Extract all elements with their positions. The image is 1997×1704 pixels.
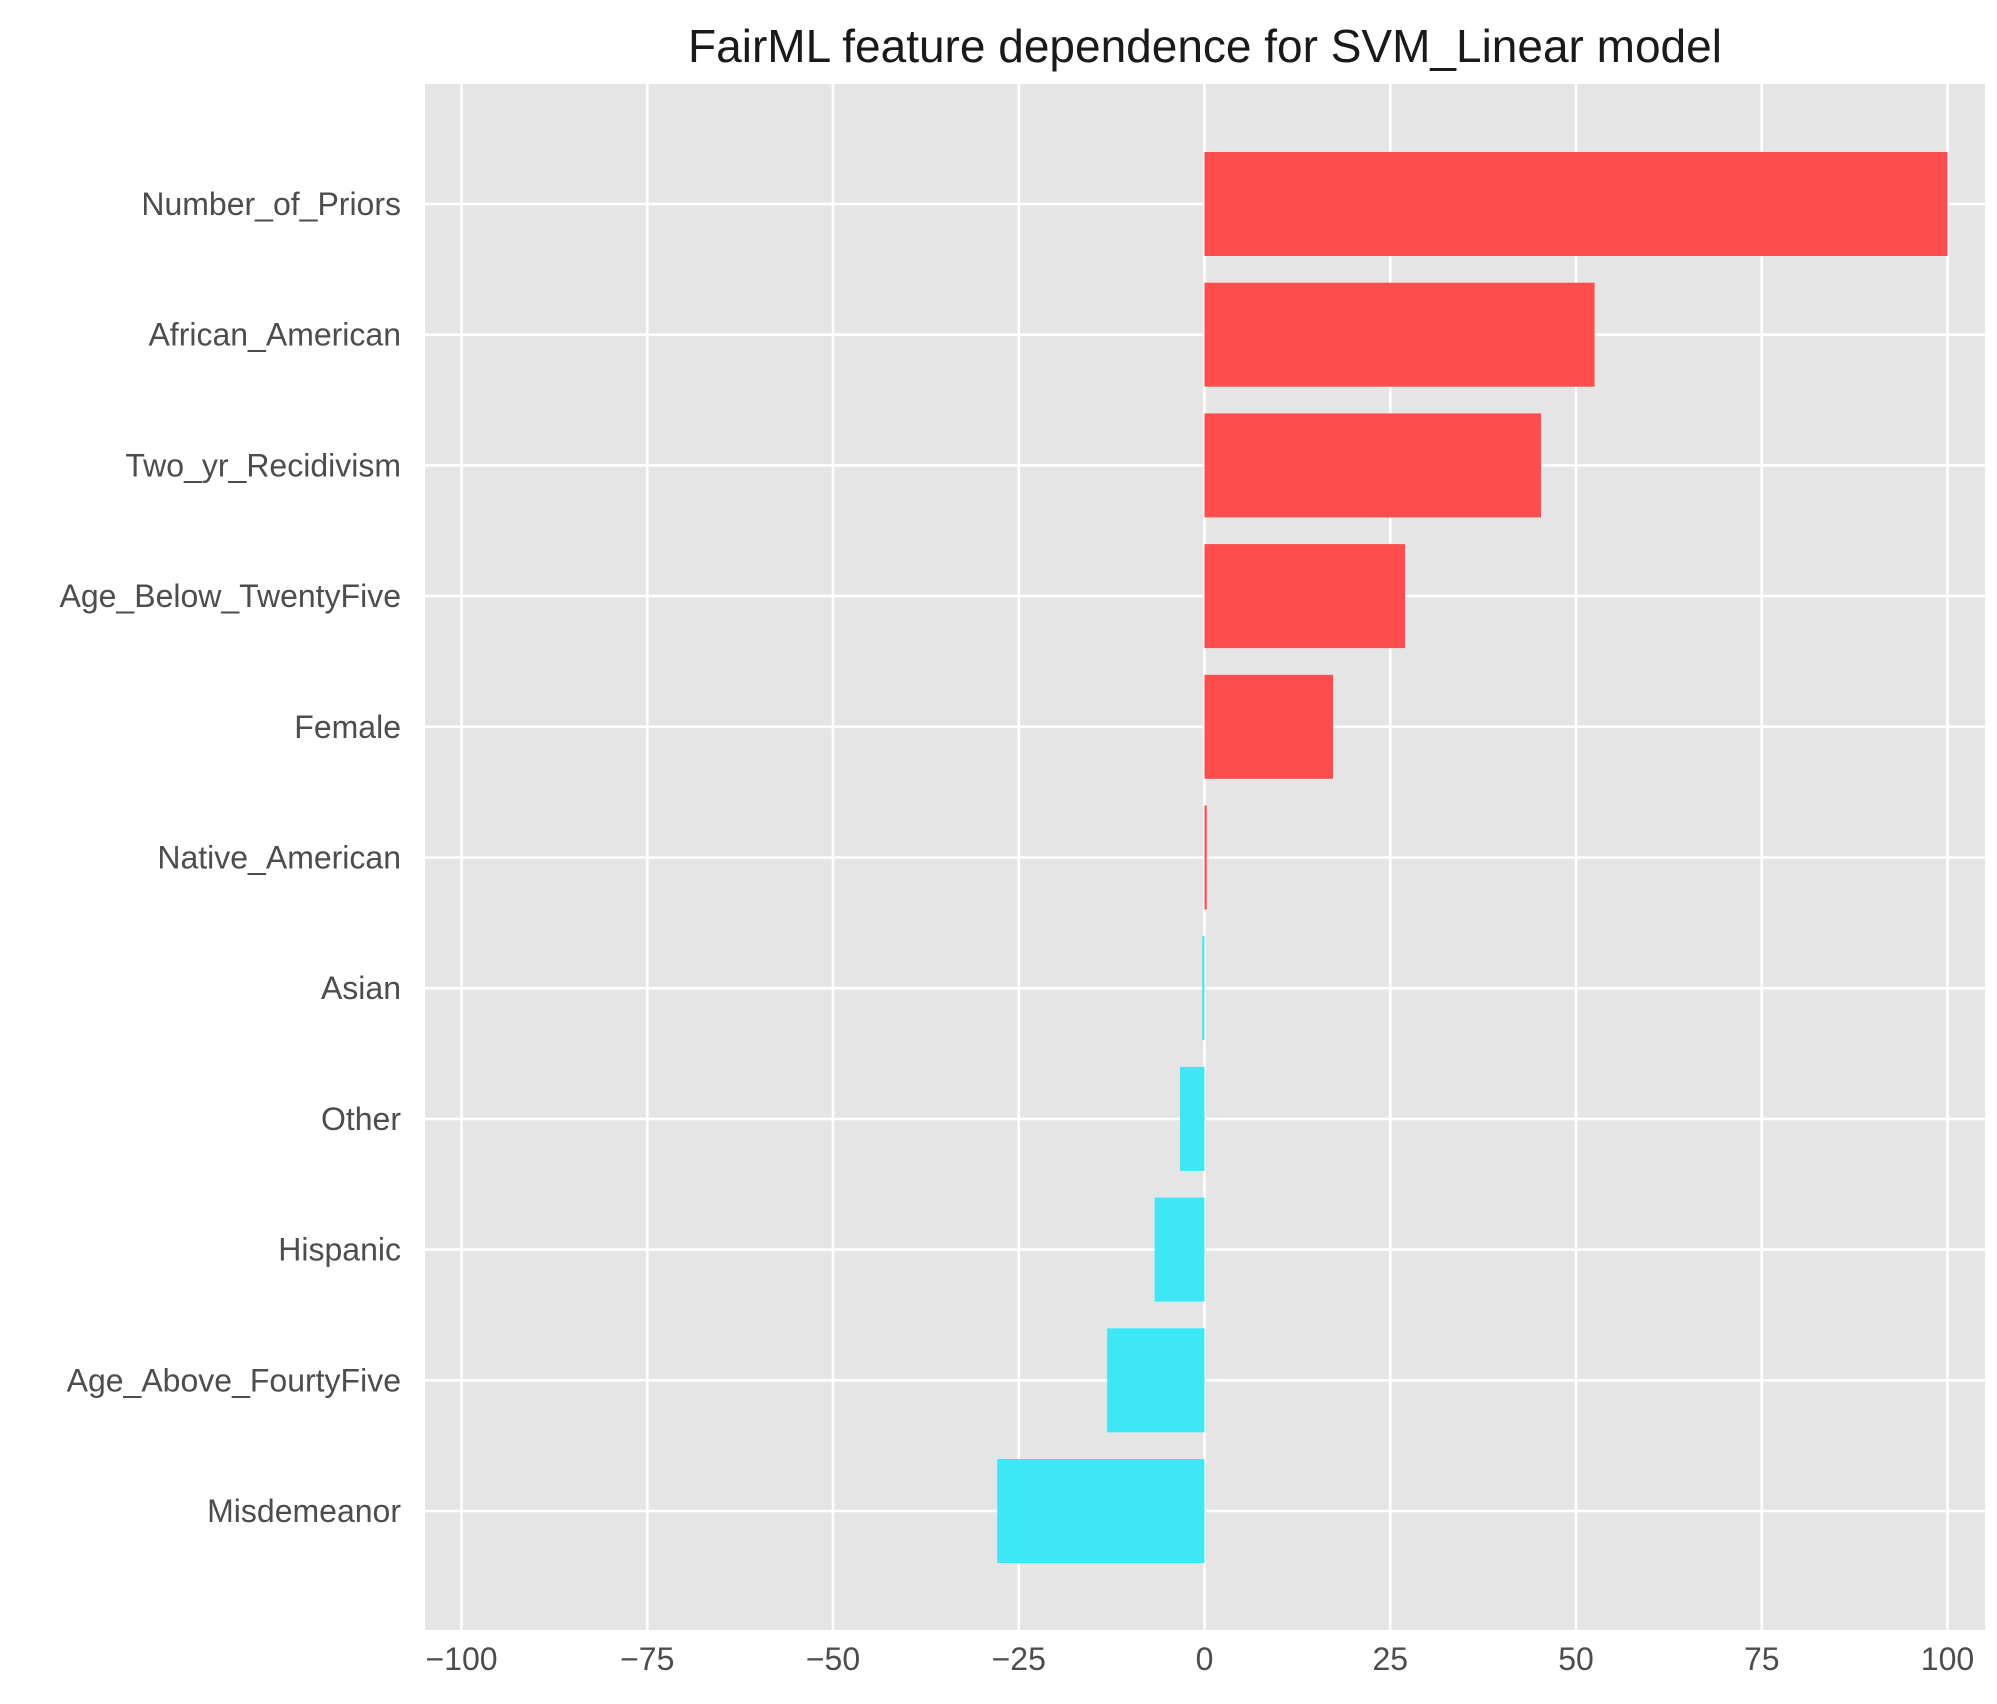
x-tick-label: −75 [620, 1641, 674, 1677]
bar-asian [1202, 936, 1205, 1041]
bar-number-of-priors [1204, 152, 1948, 256]
bars [997, 152, 1948, 1563]
bar-other [1179, 1066, 1205, 1171]
y-tick-label: Misdemeanor [207, 1493, 401, 1529]
x-tick-label: 50 [1558, 1641, 1594, 1677]
x-tick-label: 75 [1744, 1641, 1780, 1677]
y-tick-label: Hispanic [278, 1232, 401, 1268]
y-tick-labels: Number_of_Priors African_American Two_yr_R… [59, 186, 401, 1529]
bar-native-american [1204, 805, 1207, 910]
x-tick-label: 25 [1372, 1641, 1408, 1677]
x-tick-label: −50 [806, 1641, 860, 1677]
y-tick-label: Age_Below_TwentyFive [59, 578, 401, 614]
y-tick-label: Number_of_Priors [141, 186, 401, 222]
y-tick-label: African_American [148, 317, 401, 353]
x-tick-labels: −100 −75 −50 −25 0 25 50 75 100 [425, 1641, 1974, 1677]
bar-age-below-twentyfive [1204, 544, 1406, 649]
bar-african-american [1204, 282, 1595, 387]
bar-female [1204, 674, 1334, 779]
bar-two-yr-recidivism [1204, 413, 1542, 518]
x-tick-label: −25 [992, 1641, 1046, 1677]
y-tick-label: Two_yr_Recidivism [125, 447, 401, 483]
y-tick-label: Native_American [157, 840, 401, 876]
y-tick-label: Asian [321, 970, 401, 1006]
x-tick-label: 0 [1196, 1641, 1214, 1677]
bar-misdemeanor [997, 1459, 1205, 1563]
x-tick-label: −100 [425, 1641, 497, 1677]
chart-title: FairML feature dependence for SVM_Linear… [688, 20, 1722, 72]
y-tick-label: Age_Above_FourtyFive [67, 1362, 401, 1398]
bar-age-above-fourtyfive [1107, 1328, 1205, 1433]
y-tick-label: Female [294, 709, 401, 745]
x-tick-label: 100 [1921, 1641, 1974, 1677]
y-tick-label: Other [321, 1101, 401, 1137]
bar-hispanic [1154, 1197, 1205, 1302]
